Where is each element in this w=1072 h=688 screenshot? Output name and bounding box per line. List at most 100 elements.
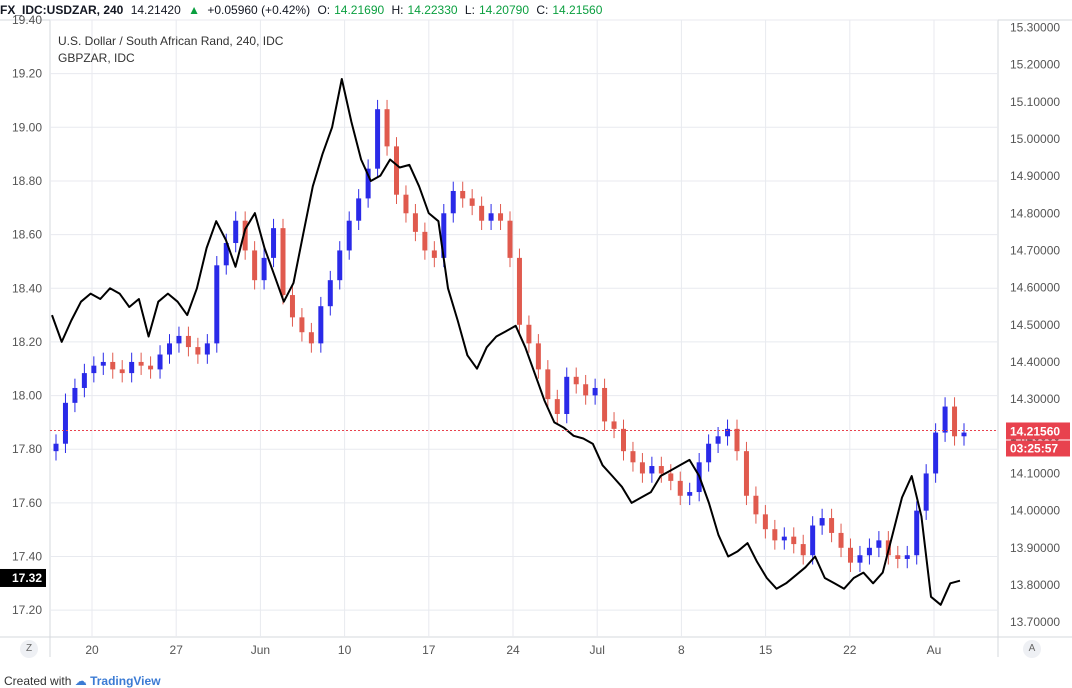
x-axis-tick: 17 [422,643,436,657]
candle-body [318,306,324,344]
candle-body [488,213,494,221]
candle-body [91,365,97,374]
candle-body [649,466,655,474]
left-axis-tick: 17.80 [12,442,42,456]
footer: Created with ☁ TradingView [4,674,161,688]
candle-body [450,190,456,214]
right-axis-tick: 14.70000 [1010,243,1060,257]
candle-body [621,428,626,452]
candle-body [810,525,816,556]
candle-body [564,376,570,414]
right-axis-tick: 14.10000 [1010,466,1060,480]
candle-body [715,436,721,444]
countdown-label: 03:25:57 [1010,441,1058,455]
candle-body [800,544,806,556]
candle-body [110,361,116,370]
footer-brand[interactable]: TradingView [90,674,161,688]
candle-body [460,190,466,199]
x-axis-tick: Au [927,643,942,657]
right-axis-tick: 14.30000 [1010,392,1060,406]
candle-body [791,536,797,545]
candle-body [639,462,645,474]
candle-body [214,265,220,344]
candle-body [308,332,314,344]
candle-body [848,547,853,563]
candle-body [81,373,87,388]
candle-body [261,257,267,281]
candle-body [271,228,277,258]
left-axis-tick: 18.40 [12,281,42,295]
candle-body [838,532,844,548]
candle-body [138,361,144,366]
candle-body [687,492,693,496]
candle-body [375,109,381,169]
candle-body [677,480,683,496]
main-series-legend[interactable]: U.S. Dollar / South African Rand, 240, I… [58,34,284,48]
right-axis-tick: 14.50000 [1010,318,1060,332]
candle-body [289,295,295,318]
candle-body [829,518,835,533]
candle-body [53,443,59,452]
current-price-badge [1006,422,1070,440]
candle-body [819,518,825,526]
candle-body [176,335,182,344]
candle-body [942,406,948,433]
candle-body [611,421,617,429]
candle-body [337,250,343,281]
candle-body [725,428,731,437]
left-axis-tick: 19.40 [12,13,42,27]
candle-body [592,387,598,396]
candle-body [658,466,664,474]
symbol-label[interactable]: FX_IDC:USDZAR, 240 [0,3,124,17]
candle-body [384,109,390,147]
compare-series-legend[interactable]: GBPZAR, IDC [58,51,135,65]
candle-body [526,324,532,344]
candle-body [554,399,560,414]
candle-body [129,361,135,374]
auto-scale-button[interactable]: A [1023,640,1041,658]
left-axis-tick: 18.20 [12,335,42,349]
candle-body [857,555,863,563]
low-value: 14.20790 [478,3,529,17]
candle-body [772,529,778,541]
candle-body [233,220,239,244]
left-axis-tick: 17.40 [12,550,42,564]
current-price-label: 14.21560 [1010,424,1060,438]
candle-body [299,317,305,333]
candle-body [535,343,541,370]
candle-body [668,473,674,481]
candle-body [933,432,939,474]
right-axis-tick: 14.40000 [1010,355,1060,369]
footer-prefix: Created with [4,674,72,688]
x-axis-tick: 20 [85,643,99,657]
candle-body [167,343,172,355]
left-axis-tick: 18.80 [12,174,42,188]
candle-body [365,168,371,199]
candle-body [72,387,78,403]
x-axis-tick: 22 [843,643,857,657]
change-value: +0.05960 (+0.42%) [207,3,311,17]
chart-legend: U.S. Dollar / South African Rand, 240, I… [58,33,283,67]
candle-body [327,280,333,307]
x-axis-tick: 10 [338,643,352,657]
candle-body [876,540,882,548]
left-axis-tick: 18.60 [12,228,42,242]
candle-body [734,428,740,452]
candle-body [119,369,125,374]
candle-body [516,257,522,325]
right-axis-tick: 14.00000 [1010,504,1060,518]
high-value: 14.22330 [407,3,458,17]
candle-body [753,495,759,515]
right-axis-tick: 13.90000 [1010,541,1060,555]
candle-body [100,361,106,366]
candle-body [431,250,437,258]
right-axis-tick: 13.80000 [1010,578,1060,592]
candle-body [148,365,154,370]
right-axis-tick: 15.10000 [1010,95,1060,109]
candle-body [403,194,409,214]
low-label: L: [464,3,475,17]
x-axis-tick: Jul [590,643,605,657]
timezone-button[interactable]: Z [20,640,38,658]
right-axis-tick: 14.90000 [1010,169,1060,183]
